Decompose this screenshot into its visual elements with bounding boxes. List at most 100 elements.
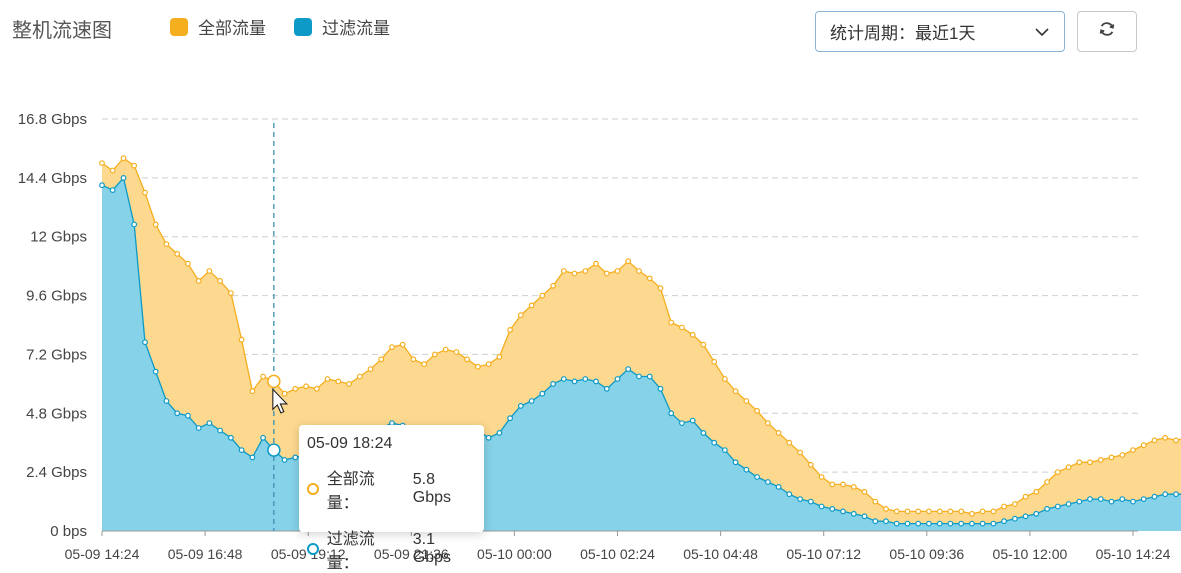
data-point[interactable] — [754, 407, 760, 414]
data-point[interactable] — [485, 361, 492, 368]
data-point[interactable] — [893, 508, 900, 515]
data-point[interactable] — [926, 520, 932, 527]
data-point[interactable] — [496, 354, 503, 360]
data-point[interactable] — [292, 385, 299, 392]
data-point[interactable] — [1033, 510, 1040, 517]
data-point[interactable] — [1173, 491, 1179, 498]
data-point[interactable] — [1001, 503, 1007, 510]
data-point[interactable] — [238, 447, 245, 454]
data-point[interactable] — [958, 508, 965, 515]
data-point[interactable] — [807, 461, 814, 468]
data-point[interactable] — [1140, 442, 1147, 449]
data-point[interactable] — [679, 420, 685, 427]
data-point[interactable] — [356, 373, 363, 380]
data-point[interactable] — [142, 189, 148, 196]
data-point[interactable] — [775, 430, 782, 436]
data-point[interactable] — [550, 282, 556, 289]
data-point[interactable] — [1076, 498, 1083, 505]
data-point[interactable] — [1108, 498, 1115, 505]
data-point[interactable] — [1076, 459, 1083, 466]
data-point[interactable] — [1054, 503, 1061, 510]
data-point[interactable] — [904, 520, 911, 527]
data-point[interactable] — [1012, 515, 1018, 522]
data-point[interactable] — [593, 378, 599, 385]
data-point[interactable] — [829, 481, 836, 488]
data-point[interactable] — [915, 520, 922, 527]
data-point[interactable] — [517, 403, 524, 409]
data-point[interactable] — [840, 481, 846, 488]
data-point[interactable] — [249, 454, 256, 461]
data-point[interactable] — [840, 508, 846, 515]
data-point[interactable] — [485, 434, 492, 441]
data-point[interactable] — [1130, 498, 1136, 505]
data-point[interactable] — [625, 366, 632, 373]
data-point[interactable] — [722, 447, 728, 454]
data-point[interactable] — [217, 278, 224, 284]
data-point[interactable] — [818, 474, 825, 480]
data-point[interactable] — [238, 336, 245, 343]
data-point[interactable] — [850, 510, 857, 517]
data-point[interactable] — [1151, 493, 1158, 500]
data-point[interactable] — [99, 182, 105, 189]
data-point[interactable] — [990, 508, 997, 515]
data-point[interactable] — [206, 420, 213, 427]
data-point[interactable] — [926, 508, 932, 515]
data-point[interactable] — [969, 520, 975, 527]
data-point[interactable] — [657, 285, 664, 292]
data-point[interactable] — [904, 508, 911, 515]
data-point[interactable] — [711, 358, 718, 365]
data-point[interactable] — [700, 341, 707, 348]
data-point[interactable] — [732, 459, 739, 466]
data-point[interactable] — [174, 410, 181, 417]
data-point[interactable] — [883, 518, 889, 525]
data-point[interactable] — [227, 290, 234, 297]
data-point[interactable] — [1044, 479, 1050, 485]
data-point[interactable] — [1162, 434, 1169, 441]
data-point[interactable] — [593, 260, 599, 267]
data-point[interactable] — [539, 390, 546, 397]
data-point[interactable] — [936, 520, 943, 527]
data-point[interactable] — [442, 346, 449, 353]
data-point[interactable] — [1140, 496, 1147, 503]
data-point[interactable] — [689, 417, 696, 424]
data-point[interactable] — [1108, 454, 1115, 461]
data-point[interactable] — [421, 361, 428, 368]
data-point[interactable] — [829, 506, 836, 512]
data-point[interactable] — [1033, 488, 1040, 495]
data-point[interactable] — [335, 378, 342, 385]
data-point[interactable] — [979, 520, 986, 527]
data-point[interactable] — [614, 268, 621, 274]
data-point[interactable] — [668, 319, 675, 326]
data-point[interactable] — [1097, 457, 1104, 463]
data-point[interactable] — [786, 491, 793, 498]
data-point[interactable] — [711, 439, 718, 446]
data-point[interactable] — [765, 479, 771, 485]
data-point[interactable] — [1087, 459, 1093, 466]
data-point[interactable] — [539, 292, 546, 299]
data-point[interactable] — [367, 366, 374, 373]
data-point[interactable] — [496, 430, 503, 436]
data-point[interactable] — [969, 510, 975, 517]
data-point[interactable] — [668, 410, 675, 417]
data-point[interactable] — [582, 376, 589, 382]
data-point[interactable] — [131, 221, 138, 228]
data-point[interactable] — [614, 376, 621, 382]
data-point[interactable] — [883, 506, 889, 512]
data-point[interactable] — [915, 508, 922, 515]
data-point[interactable] — [850, 484, 857, 490]
data-point[interactable] — [1065, 464, 1072, 471]
data-point[interactable] — [560, 268, 567, 274]
data-point[interactable] — [1162, 491, 1169, 498]
data-point[interactable] — [679, 324, 685, 331]
data-point[interactable] — [131, 162, 138, 169]
data-point[interactable] — [1119, 452, 1126, 458]
refresh-button[interactable] — [1077, 11, 1137, 52]
data-point[interactable] — [324, 376, 331, 382]
data-point[interactable] — [432, 351, 438, 358]
data-point[interactable] — [571, 270, 578, 277]
data-point[interactable] — [152, 221, 159, 228]
legend-item-filtered[interactable]: 过滤流量 — [294, 14, 390, 39]
data-point[interactable] — [872, 498, 879, 505]
data-point[interactable] — [163, 241, 170, 248]
data-point[interactable] — [765, 420, 771, 427]
